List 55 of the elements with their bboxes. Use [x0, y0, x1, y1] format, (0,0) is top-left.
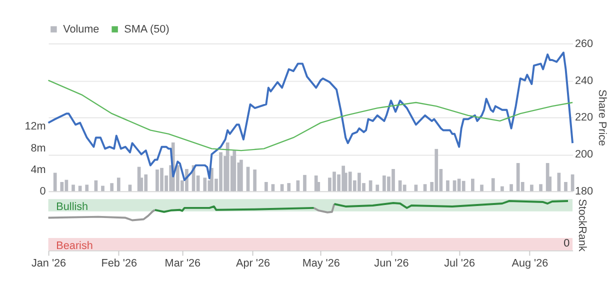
x-tick-label: Jan '26: [31, 258, 66, 270]
legend-label: SMA (50): [124, 23, 170, 36]
bar: [530, 184, 534, 192]
line-series: [47, 52, 574, 182]
y-tick-label: 220: [575, 112, 594, 124]
x-tick-label: Jul '26: [444, 258, 476, 270]
legend-label: Volume: [63, 23, 100, 36]
bar: [510, 184, 513, 192]
bar: [446, 180, 450, 192]
bar: [414, 184, 418, 192]
bar: [116, 178, 120, 192]
bar: [287, 183, 291, 192]
band-label: Bullish: [56, 200, 88, 213]
bar: [240, 160, 243, 192]
annotation: 0: [564, 237, 570, 250]
bar: [539, 184, 542, 192]
bar: [402, 184, 406, 192]
x-tick-label: Feb '26: [101, 258, 138, 270]
bar: [85, 184, 89, 192]
y-axis-title: StockRank: [576, 199, 588, 252]
bar: [60, 182, 64, 192]
y2-tick-label: 0: [40, 186, 46, 198]
bar: [480, 184, 484, 192]
bar: [303, 174, 306, 192]
y2-tick-label: 4m: [30, 164, 46, 176]
bar: [53, 172, 57, 192]
x-tick-label: Jun '26: [374, 258, 409, 270]
line-series: [48, 80, 574, 152]
y2-tick-label: 12m: [24, 120, 46, 133]
bar: [264, 182, 268, 192]
y-tick-label: 260: [575, 38, 594, 50]
bar: [203, 178, 207, 192]
bar: [232, 150, 236, 192]
bar: [564, 182, 568, 192]
bar: [72, 184, 75, 192]
band-label: Bearish: [56, 240, 93, 252]
y-axis-title: Share Price: [596, 89, 608, 146]
x-tick-label: Aug '26: [512, 258, 548, 270]
y-tick-label: 180: [575, 186, 594, 198]
bar: [128, 184, 132, 192]
bar: [491, 178, 495, 192]
bar: [500, 186, 504, 192]
bar: [376, 184, 380, 192]
x-tick-label: May '26: [302, 258, 340, 270]
y-tick-label: 240: [575, 74, 594, 87]
bar: [226, 142, 230, 192]
bar: [471, 178, 474, 192]
y-tick-label: 200: [575, 148, 594, 161]
y2-tick-label: 8m: [30, 142, 46, 154]
bar: [253, 170, 256, 192]
x-tick-label: Mar '26: [164, 258, 201, 270]
bar: [110, 183, 114, 192]
x-tick-label: Apr '26: [236, 258, 270, 270]
bar: [462, 180, 466, 192]
bar: [101, 186, 104, 192]
